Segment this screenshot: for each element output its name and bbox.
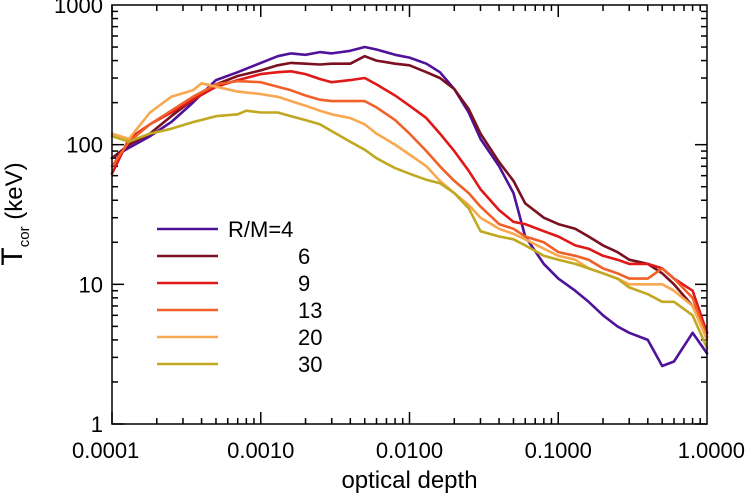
y-axis-title-unit: (keV) [1, 162, 28, 226]
y-tick-label: 1 [91, 412, 103, 437]
x-tick-label: 0.0001 [72, 438, 139, 463]
legend-label: R/M=4 [228, 217, 293, 242]
legend-label: 6 [298, 244, 310, 269]
legend-label: 20 [298, 325, 322, 350]
series-line-20 [110, 82, 709, 342]
series-line-13 [110, 79, 709, 339]
y-axis-title-subscript: cor [16, 226, 33, 247]
legend-label: 30 [298, 352, 322, 377]
series-layer [110, 45, 709, 368]
legend-label: 9 [298, 271, 310, 296]
y-axis-title-main: T [0, 247, 29, 265]
x-tick-labels: 0.0001 0.0010 0.0100 0.1000 1.0000 [72, 438, 745, 463]
y-tick-label: 10 [79, 272, 103, 297]
y-axis-title: Tcor (keV) [0, 162, 33, 265]
x-tick-label: 0.1000 [525, 438, 592, 463]
series-line-r-m-4 [110, 45, 709, 368]
x-tick-label: 1.0000 [678, 438, 745, 463]
series-line-30 [110, 109, 709, 350]
x-axis-title: optical depth [341, 467, 477, 494]
y-tick-label: 1000 [54, 0, 103, 18]
series-line-9 [110, 70, 709, 335]
series-line-6 [110, 54, 709, 335]
y-tick-label: 100 [66, 133, 103, 158]
legend-label: 13 [298, 298, 322, 323]
plot-frame [111, 4, 708, 425]
x-tick-label: 0.0010 [227, 438, 294, 463]
axis-ticks [111, 5, 707, 425]
y-tick-labels: 1 10 100 1000 [54, 0, 103, 437]
x-tick-label: 0.0100 [376, 438, 443, 463]
